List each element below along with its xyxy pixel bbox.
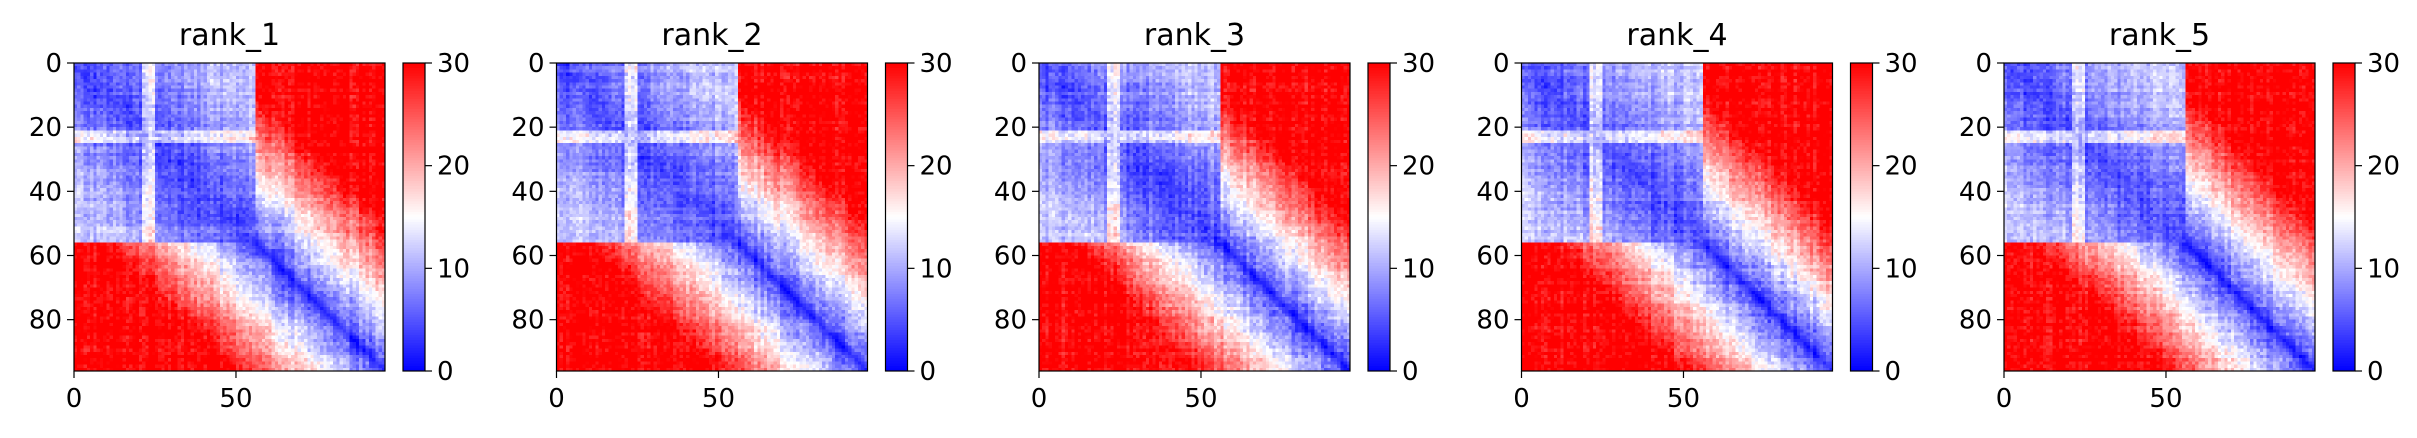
colorbar-tick-label: 0 <box>437 357 454 387</box>
colorbar-tick-label: 30 <box>920 49 953 79</box>
colorbar-tick-label: 10 <box>1885 254 1918 284</box>
y-tick-label: 60 <box>994 242 1027 272</box>
x-tick-label: 0 <box>548 384 565 414</box>
x-tick-label: 0 <box>66 384 83 414</box>
colorbar-tick-label: 30 <box>1885 49 1918 79</box>
colorbar <box>403 63 425 372</box>
y-tick-label: 20 <box>1959 113 1992 143</box>
panel-title: rank_2 <box>661 18 762 53</box>
y-tick-label: 20 <box>29 113 62 143</box>
colorbar-tick-label: 30 <box>2367 49 2400 79</box>
colorbar-tick-label: 0 <box>1885 357 1902 387</box>
y-tick-label: 0 <box>1975 49 1992 79</box>
colorbar-tick-label: 10 <box>1402 254 1435 284</box>
colorbar-tick-label: 10 <box>2367 254 2400 284</box>
y-tick-label: 20 <box>994 113 1027 143</box>
x-tick-label: 0 <box>1513 384 1530 414</box>
y-tick-label: 40 <box>511 177 544 207</box>
y-tick-label: 60 <box>1476 242 1509 272</box>
panel-title: rank_5 <box>2109 18 2210 53</box>
colorbar-tick-label: 20 <box>1885 152 1918 182</box>
x-tick-label: 0 <box>1996 384 2013 414</box>
colorbar-tick-label: 20 <box>920 152 953 182</box>
y-tick-label: 60 <box>1959 242 1992 272</box>
x-tick-label: 50 <box>702 384 735 414</box>
x-tick-label: 50 <box>1667 384 1700 414</box>
colorbar-tick-label: 30 <box>1402 49 1435 79</box>
panel-title: rank_1 <box>179 18 280 53</box>
panel-title: rank_3 <box>1144 18 1245 53</box>
y-tick-label: 0 <box>1493 49 1510 79</box>
colorbar-tick-label: 10 <box>437 254 470 284</box>
colorbar <box>1851 63 1873 372</box>
colorbar-tick-label: 0 <box>1402 357 1419 387</box>
y-tick-label: 20 <box>1476 113 1509 143</box>
y-tick-label: 40 <box>994 177 1027 207</box>
heatmap-cells <box>74 63 386 372</box>
colorbar-tick-label: 20 <box>1402 152 1435 182</box>
x-tick-label: 50 <box>1184 384 1217 414</box>
heatmap-cells <box>2004 63 2316 372</box>
y-tick-label: 80 <box>511 306 544 336</box>
heatmap-cells <box>1522 63 1834 372</box>
colorbar <box>1368 63 1390 372</box>
y-tick-label: 40 <box>1476 177 1509 207</box>
x-tick-label: 50 <box>2149 384 2182 414</box>
y-tick-label: 40 <box>29 177 62 207</box>
heatmap-panel-1: rank_1 0 20 40 60 80 0 50 0 10 20 30 <box>29 18 470 414</box>
colorbar <box>886 63 908 372</box>
heatmap-panel-5: rank_5 0 20 40 60 80 0 50 0 10 20 30 <box>1959 18 2400 414</box>
y-tick-label: 80 <box>1476 306 1509 336</box>
y-tick-label: 80 <box>994 306 1027 336</box>
colorbar-tick-label: 0 <box>2367 357 2384 387</box>
colorbar-tick-label: 20 <box>2367 152 2400 182</box>
x-tick-label: 50 <box>219 384 252 414</box>
y-tick-label: 80 <box>1959 306 1992 336</box>
y-tick-label: 40 <box>1959 177 1992 207</box>
heatmap-cells <box>557 63 869 372</box>
colorbar-tick-label: 10 <box>920 254 953 284</box>
y-tick-label: 80 <box>29 306 62 336</box>
y-tick-label: 0 <box>45 49 62 79</box>
x-tick-label: 0 <box>1031 384 1048 414</box>
heatmap-cells <box>1039 63 1351 372</box>
heatmap-panel-2: rank_2 0 20 40 60 80 0 50 0 10 20 30 <box>511 18 952 414</box>
y-tick-label: 20 <box>511 113 544 143</box>
colorbar <box>2333 63 2355 372</box>
colorbar-tick-label: 20 <box>437 152 470 182</box>
y-tick-label: 60 <box>511 242 544 272</box>
y-tick-label: 0 <box>528 49 545 79</box>
y-tick-label: 0 <box>1010 49 1027 79</box>
heatmap-panel-3: rank_3 0 20 40 60 80 0 50 0 10 20 30 <box>994 18 1435 414</box>
panel-title: rank_4 <box>1626 18 1727 53</box>
colorbar-tick-label: 0 <box>920 357 937 387</box>
heatmap-panel-4: rank_4 0 20 40 60 80 0 50 0 10 20 30 <box>1476 18 1917 414</box>
colorbar-tick-label: 30 <box>437 49 470 79</box>
y-tick-label: 60 <box>29 242 62 272</box>
